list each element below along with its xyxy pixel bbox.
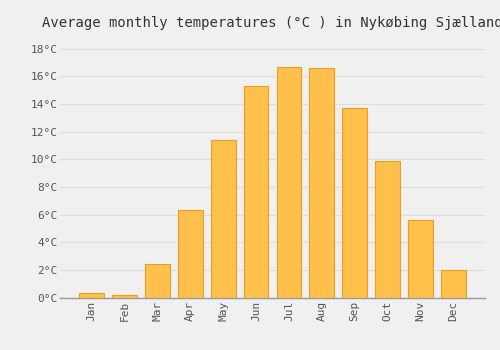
Bar (211, 140, 236, 298)
Bar (145, 264, 170, 298)
Bar (244, 86, 268, 298)
Bar (112, 295, 137, 298)
Bar (441, 270, 466, 298)
Bar (376, 161, 400, 298)
Bar (276, 67, 301, 298)
Bar (178, 210, 203, 298)
Bar (342, 108, 367, 298)
Title: Average monthly temperatures (°C ) in Nykøbing Sjælland: Average monthly temperatures (°C ) in Ny… (42, 16, 500, 30)
Bar (408, 220, 433, 298)
Bar (310, 68, 334, 298)
Bar (80, 293, 104, 298)
